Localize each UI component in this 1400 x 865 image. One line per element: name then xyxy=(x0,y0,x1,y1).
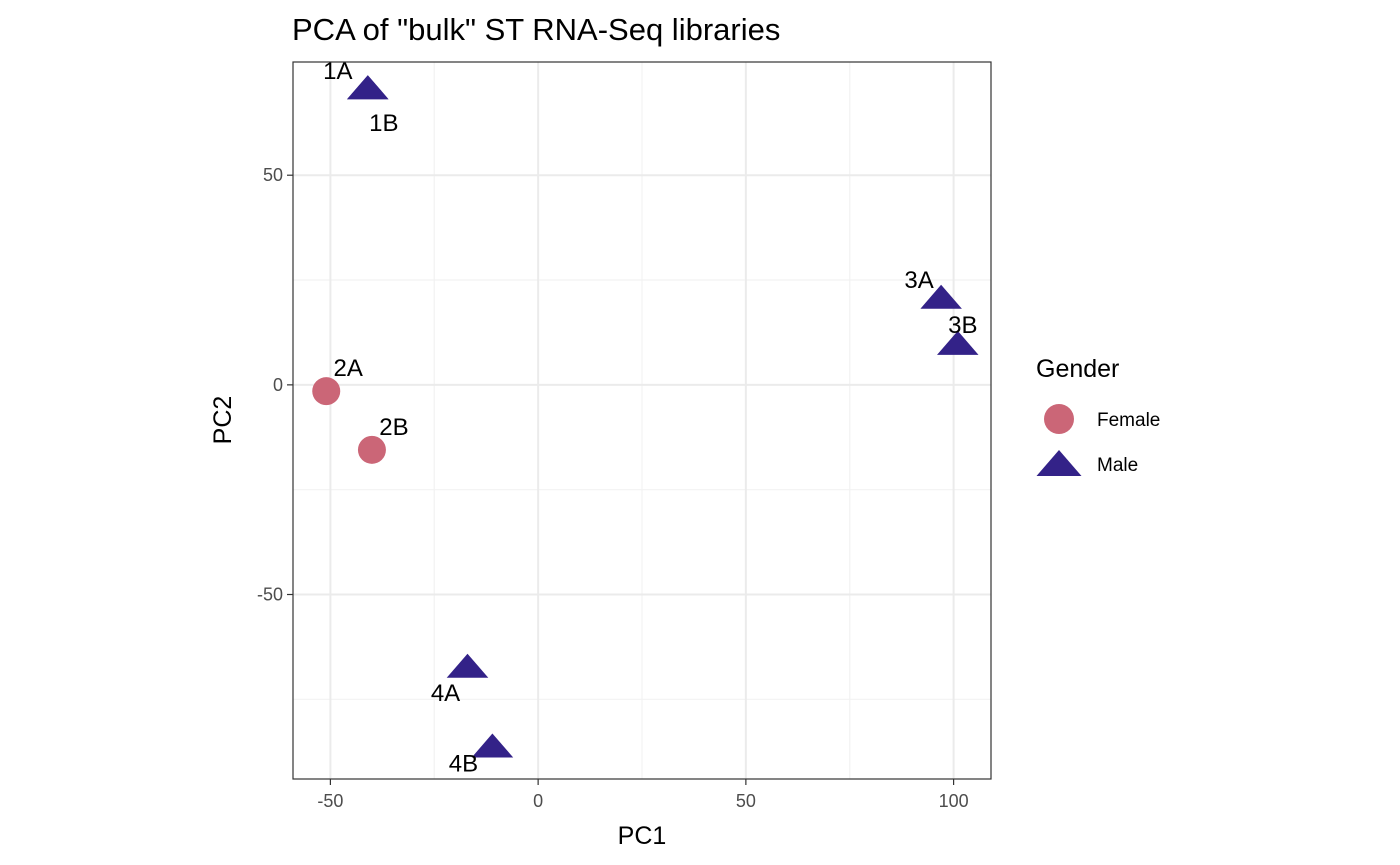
point-labels: 2A 2B 1A 1B 3A 3B 4A 4B xyxy=(323,58,977,777)
point-label-4B: 4B xyxy=(449,751,478,778)
point-2B xyxy=(357,435,386,464)
x-axis: -50 0 50 100 xyxy=(317,779,969,811)
y-tick-label: 50 xyxy=(263,165,283,185)
gridlines xyxy=(293,62,991,779)
legend-title: Gender xyxy=(1036,355,1119,383)
point-label-1B: 1B xyxy=(369,110,398,137)
chart-title: PCA of "bulk" ST RNA-Seq libraries xyxy=(292,12,780,47)
point-2A xyxy=(312,377,341,406)
y-axis-title: PC2 xyxy=(209,396,237,445)
x-axis-title: PC1 xyxy=(618,822,667,850)
legend-key-female xyxy=(1044,404,1074,434)
point-label-2B: 2B xyxy=(379,414,408,441)
point-label-1A: 1A xyxy=(323,58,352,85)
point-label-4A: 4A xyxy=(431,680,460,707)
y-tick-label: 0 xyxy=(273,375,283,395)
y-axis: -50 0 50 xyxy=(257,165,293,605)
y-tick-label: -50 xyxy=(257,585,283,605)
legend-keys xyxy=(1036,404,1082,476)
legend-label-male: Male xyxy=(1097,455,1138,476)
data-points xyxy=(312,75,979,758)
legend-key-male xyxy=(1036,450,1082,476)
point-3B xyxy=(937,330,979,355)
plot-area: 2A 2B 1A 1B 3A 3B 4A 4B xyxy=(292,58,992,780)
x-tick-label: 0 xyxy=(533,791,543,811)
legend: Gender Female Male xyxy=(1036,355,1160,476)
point-label-2A: 2A xyxy=(334,355,363,382)
point-3A xyxy=(920,284,962,309)
point-label-3A: 3A xyxy=(904,267,933,294)
point-label-3B: 3B xyxy=(948,312,977,339)
x-tick-label: -50 xyxy=(317,791,343,811)
plot-border xyxy=(292,61,992,780)
point-4A xyxy=(446,653,489,678)
legend-label-female: Female xyxy=(1097,410,1160,431)
point-4B xyxy=(471,733,514,758)
x-tick-label: 100 xyxy=(939,791,969,811)
x-tick-label: 50 xyxy=(736,791,756,811)
point-1B xyxy=(347,75,389,100)
